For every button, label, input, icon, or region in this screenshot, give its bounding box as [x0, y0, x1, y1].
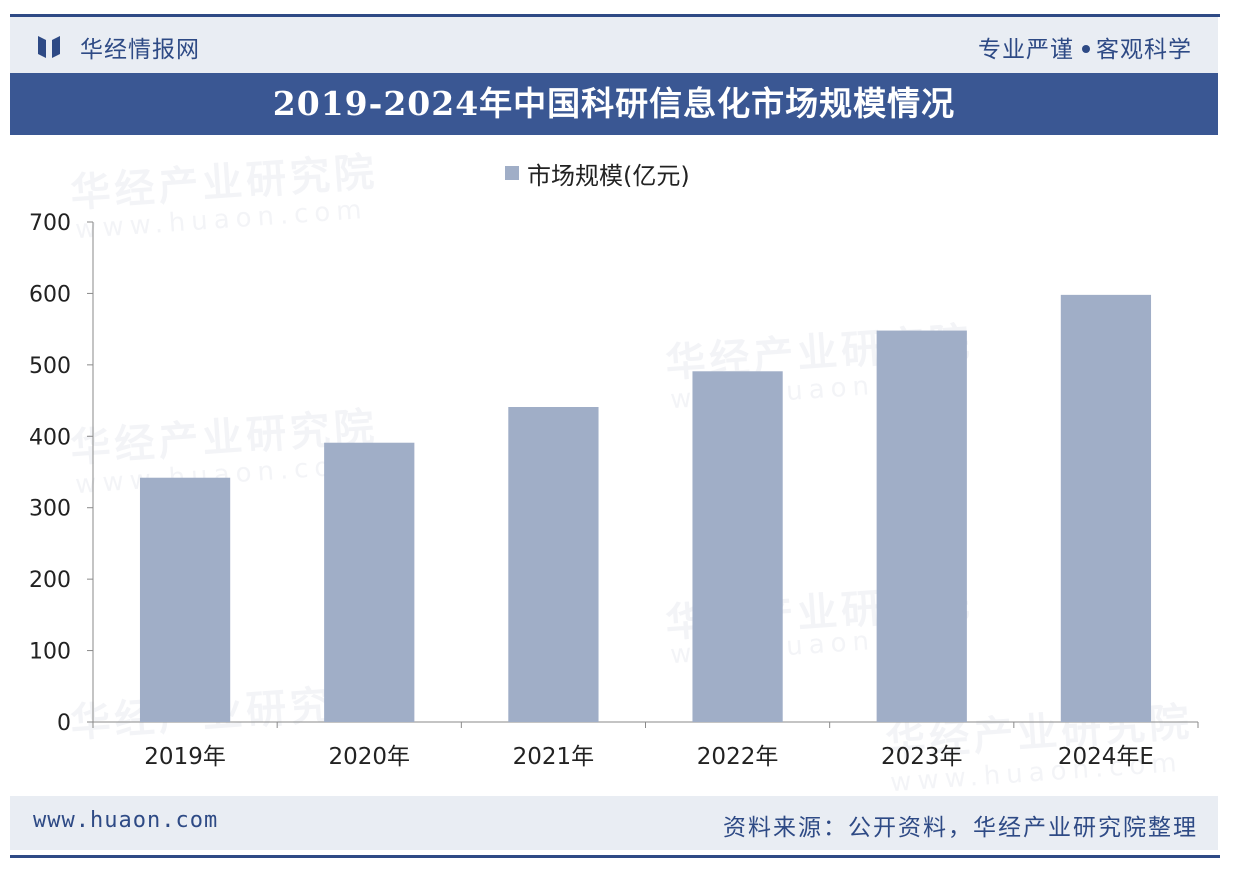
slogan: 专业严谨 客观科学 [978, 30, 1192, 64]
y-tick-label: 500 [29, 354, 71, 379]
brand-logo-icon [38, 36, 60, 58]
slogan-right: 客观科学 [1096, 37, 1192, 63]
y-tick-label: 600 [29, 282, 71, 307]
brand-name: 华经情报网 [80, 37, 200, 63]
y-tick-label: 100 [29, 640, 71, 665]
bar [692, 371, 783, 722]
x-tick-label: 2019年 [144, 744, 226, 770]
footer-bar [10, 796, 1218, 850]
footer-site: www.huaon.com [33, 808, 219, 833]
bar [1060, 294, 1152, 722]
title-bar [10, 73, 1218, 135]
slogan-dot-icon [1082, 45, 1090, 53]
bar [876, 330, 967, 722]
chart-title: 2019-2024年中国科研信息化市场规模情况 [272, 84, 956, 123]
bar [508, 407, 599, 722]
bar [139, 477, 231, 722]
legend-swatch [505, 166, 519, 180]
bar [324, 442, 415, 722]
legend-label: 市场规模(亿元) [527, 161, 690, 190]
y-tick-label: 300 [29, 497, 71, 522]
y-tick-label: 400 [29, 425, 71, 450]
header-bar [10, 17, 1218, 73]
x-tick-label: 2022年 [697, 744, 779, 770]
x-tick-label: 2021年 [513, 744, 595, 770]
slogan-left: 专业严谨 [978, 37, 1074, 63]
x-tick-label: 2020年 [328, 744, 410, 770]
y-tick-label: 0 [57, 711, 71, 736]
x-tick-label: 2023年 [881, 744, 963, 770]
chart-legend: 市场规模(亿元) [505, 158, 690, 190]
y-tick-label: 700 [29, 211, 71, 236]
x-tick-label: 2024年E [1058, 744, 1154, 770]
y-tick-label: 200 [29, 568, 71, 593]
footer-source: 资料来源：公开资料，华经产业研究院整理 [723, 815, 1198, 841]
